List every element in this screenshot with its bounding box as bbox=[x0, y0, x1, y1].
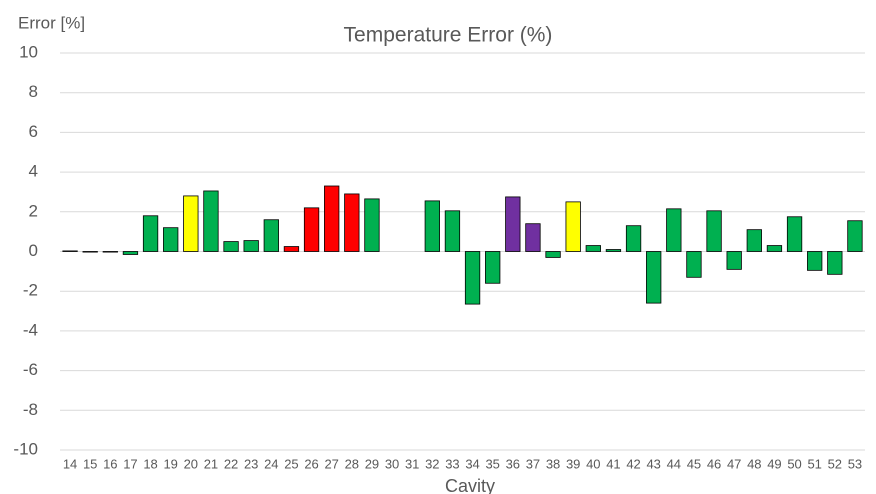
x-tick-label: 29 bbox=[365, 456, 379, 471]
bar bbox=[223, 241, 239, 252]
x-tick-label: 19 bbox=[163, 456, 177, 471]
bar bbox=[163, 227, 179, 252]
bar bbox=[746, 229, 762, 252]
bar bbox=[142, 215, 159, 252]
x-axis-label: Cavity bbox=[445, 476, 495, 494]
x-tick-label: 49 bbox=[767, 456, 781, 471]
bar bbox=[847, 220, 863, 252]
x-tick-label: 47 bbox=[727, 456, 741, 471]
x-tick-label: 28 bbox=[345, 456, 359, 471]
bar bbox=[102, 251, 118, 253]
x-tick-label: 53 bbox=[848, 456, 862, 471]
x-tick-label: 15 bbox=[83, 456, 97, 471]
x-tick-label: 38 bbox=[546, 456, 560, 471]
bar bbox=[666, 208, 682, 252]
x-tick-label: 51 bbox=[807, 456, 821, 471]
bar bbox=[646, 251, 662, 304]
y-tick-label: 0 bbox=[29, 241, 38, 260]
x-tick-label: 16 bbox=[103, 456, 117, 471]
bar bbox=[263, 219, 279, 252]
y-tick-label: -10 bbox=[13, 439, 38, 458]
chart-title: Temperature Error (%) bbox=[344, 24, 553, 47]
bar bbox=[324, 185, 340, 252]
bar bbox=[203, 190, 219, 252]
bar bbox=[444, 210, 461, 252]
y-tick-label: -6 bbox=[23, 360, 38, 379]
x-tick-label: 17 bbox=[123, 456, 137, 471]
x-tick-label: 52 bbox=[828, 456, 842, 471]
y-tick-label: -4 bbox=[23, 320, 38, 339]
x-tick-label: 21 bbox=[204, 456, 218, 471]
x-tick-label: 14 bbox=[63, 456, 77, 471]
bar bbox=[424, 200, 440, 252]
bar bbox=[82, 251, 98, 253]
bar bbox=[827, 251, 843, 275]
x-tick-label: 26 bbox=[304, 456, 318, 471]
x-tick-label: 39 bbox=[566, 456, 580, 471]
bar bbox=[585, 245, 601, 252]
bar bbox=[303, 207, 320, 252]
y-tick-label: 8 bbox=[29, 82, 38, 101]
x-tick-label: 25 bbox=[284, 456, 298, 471]
bar bbox=[726, 251, 742, 270]
x-tick-label: 18 bbox=[143, 456, 157, 471]
y-tick-label: -8 bbox=[23, 400, 38, 419]
x-tick-label: 32 bbox=[425, 456, 439, 471]
x-tick-label: 43 bbox=[646, 456, 660, 471]
x-tick-label: 31 bbox=[405, 456, 419, 471]
bar bbox=[243, 240, 259, 252]
y-tick-label: 4 bbox=[29, 162, 38, 181]
x-tick-label: 42 bbox=[626, 456, 640, 471]
bar bbox=[605, 249, 622, 252]
bar bbox=[183, 195, 199, 252]
bar bbox=[786, 216, 803, 252]
bar bbox=[344, 193, 360, 252]
bar bbox=[686, 251, 702, 278]
bar bbox=[505, 196, 521, 252]
x-tick-label: 48 bbox=[747, 456, 761, 471]
x-tick-label: 41 bbox=[606, 456, 620, 471]
x-tick-label: 20 bbox=[184, 456, 198, 471]
bar bbox=[464, 251, 481, 305]
x-tick-label: 24 bbox=[264, 456, 278, 471]
x-tick-label: 44 bbox=[667, 456, 681, 471]
x-tick-label: 37 bbox=[526, 456, 540, 471]
bar bbox=[62, 250, 78, 252]
x-tick-label: 35 bbox=[485, 456, 499, 471]
bar bbox=[766, 245, 783, 252]
x-tick-label: 46 bbox=[707, 456, 721, 471]
bar bbox=[485, 251, 501, 284]
y-tick-label: -2 bbox=[23, 281, 38, 300]
x-tick-label: 27 bbox=[324, 456, 338, 471]
bar bbox=[525, 223, 541, 252]
x-tick-label: 23 bbox=[244, 456, 258, 471]
x-tick-label: 33 bbox=[445, 456, 459, 471]
x-tick-label: 36 bbox=[506, 456, 520, 471]
bar bbox=[122, 251, 139, 255]
y-axis-label: Error [%] bbox=[18, 13, 85, 32]
x-tick-label: 34 bbox=[465, 456, 479, 471]
bar bbox=[625, 225, 642, 252]
y-tick-label: 10 bbox=[19, 42, 38, 61]
x-tick-label: 30 bbox=[385, 456, 399, 471]
bar bbox=[706, 210, 722, 252]
y-tick-label: 6 bbox=[29, 122, 38, 141]
y-tick-label: 2 bbox=[29, 201, 38, 220]
x-tick-label: 45 bbox=[687, 456, 701, 471]
x-tick-label: 40 bbox=[586, 456, 600, 471]
x-tick-label: 50 bbox=[787, 456, 801, 471]
x-tick-label: 22 bbox=[224, 456, 238, 471]
bar bbox=[364, 198, 380, 252]
bar bbox=[283, 246, 300, 252]
bar bbox=[807, 251, 823, 271]
bar bbox=[565, 201, 581, 252]
bar bbox=[545, 251, 561, 258]
